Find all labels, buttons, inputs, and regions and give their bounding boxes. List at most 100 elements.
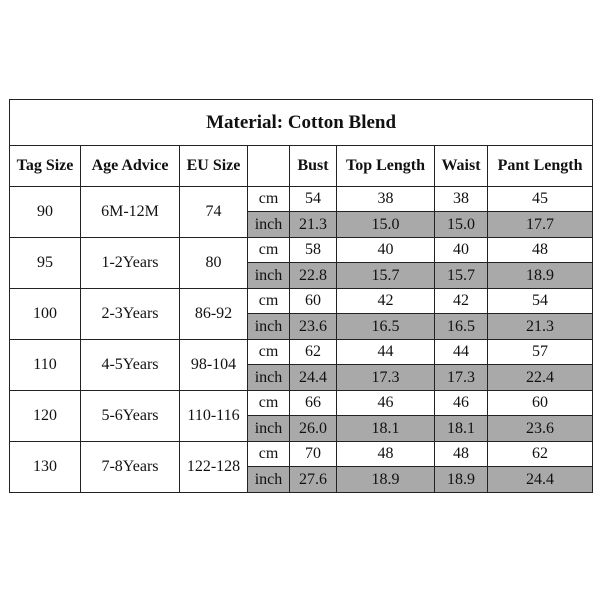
eu-size-cell: 98-104 bbox=[179, 339, 248, 391]
tag-size-cell: 120 bbox=[9, 390, 81, 442]
table-row: inch 21.3 15.0 15.0 17.7 bbox=[10, 211, 594, 238]
pant-length-cm-cell: 48 bbox=[486, 237, 594, 263]
tag-size-cell: 110 bbox=[9, 339, 81, 391]
waist-cm-cell: 42 bbox=[434, 288, 488, 314]
age-advice-cell: 4-5Years bbox=[80, 339, 180, 391]
unit-cm-cell: cm bbox=[247, 339, 290, 365]
eu-size-cell: 74 bbox=[179, 186, 248, 238]
waist-inch-cell: 16.5 bbox=[434, 313, 488, 340]
table-row: 100 2-3Years 86-92 cm 60 42 42 54 bbox=[9, 288, 594, 340]
bust-inch-cell: 22.8 bbox=[289, 262, 337, 289]
age-advice-cell: 2-3Years bbox=[80, 288, 180, 340]
table-row: inch 23.6 16.5 16.5 21.3 bbox=[10, 313, 594, 340]
waist-cm-cell: 40 bbox=[434, 237, 488, 263]
pant-length-inch-cell: 21.3 bbox=[486, 313, 594, 340]
top-length-inch-cell: 18.9 bbox=[336, 466, 435, 493]
header-age-advice: Age Advice bbox=[80, 145, 180, 187]
unit-inch-cell: inch bbox=[247, 313, 290, 340]
waist-inch-cell: 15.7 bbox=[434, 262, 488, 289]
top-length-cm-cell: 46 bbox=[336, 390, 435, 416]
bust-cm-cell: 58 bbox=[289, 237, 337, 263]
unit-cm-cell: cm bbox=[247, 441, 290, 467]
unit-cm-cell: cm bbox=[247, 237, 290, 263]
size-chart: Material: Cotton Blend Tag Size Age Advi… bbox=[8, 99, 594, 493]
unit-inch-cell: inch bbox=[247, 466, 290, 493]
table-row: inch 22.8 15.7 15.7 18.9 bbox=[10, 262, 594, 289]
eu-size-cell: 122-128 bbox=[179, 441, 248, 493]
waist-cm-cell: 38 bbox=[434, 186, 488, 212]
unit-cm-cell: cm bbox=[247, 390, 290, 416]
bust-cm-cell: 54 bbox=[289, 186, 337, 212]
table-row: inch 26.0 18.1 18.1 23.6 bbox=[10, 415, 594, 442]
eu-size-cell: 110-116 bbox=[179, 390, 248, 442]
size-table: Material: Cotton Blend Tag Size Age Advi… bbox=[8, 99, 594, 493]
unit-inch-cell: inch bbox=[247, 364, 290, 391]
title-row: Material: Cotton Blend bbox=[8, 99, 594, 146]
table-row: 110 4-5Years 98-104 cm 62 44 44 57 bbox=[9, 339, 594, 391]
pant-length-inch-cell: 24.4 bbox=[486, 466, 594, 493]
eu-size-cell: 80 bbox=[179, 237, 248, 289]
table-row: 130 7-8Years 122-128 cm 70 48 48 62 bbox=[9, 441, 594, 493]
pant-length-cm-cell: 54 bbox=[486, 288, 594, 314]
table-row: inch 24.4 17.3 17.3 22.4 bbox=[10, 364, 594, 391]
top-length-inch-cell: 16.5 bbox=[336, 313, 435, 340]
top-length-inch-cell: 15.0 bbox=[336, 211, 435, 238]
tag-size-cell: 90 bbox=[9, 186, 81, 238]
top-length-cm-cell: 40 bbox=[336, 237, 435, 263]
bust-inch-cell: 27.6 bbox=[289, 466, 337, 493]
pant-length-inch-cell: 22.4 bbox=[486, 364, 594, 391]
header-waist: Waist bbox=[434, 145, 488, 187]
waist-inch-cell: 15.0 bbox=[434, 211, 488, 238]
header-row: Tag Size Age Advice EU Size Bust Top Len… bbox=[9, 145, 594, 187]
bust-cm-cell: 66 bbox=[289, 390, 337, 416]
pant-length-cm-cell: 62 bbox=[486, 441, 594, 467]
tag-size-cell: 95 bbox=[9, 237, 81, 289]
bust-cm-cell: 62 bbox=[289, 339, 337, 365]
pant-length-cm-cell: 45 bbox=[486, 186, 594, 212]
pant-length-inch-cell: 23.6 bbox=[486, 415, 594, 442]
tag-size-cell: 130 bbox=[9, 441, 81, 493]
bust-inch-cell: 21.3 bbox=[289, 211, 337, 238]
header-bust: Bust bbox=[289, 145, 337, 187]
header-tag-size: Tag Size bbox=[9, 145, 81, 187]
top-length-cm-cell: 48 bbox=[336, 441, 435, 467]
waist-cm-cell: 48 bbox=[434, 441, 488, 467]
tag-size-cell: 100 bbox=[9, 288, 81, 340]
top-length-inch-cell: 18.1 bbox=[336, 415, 435, 442]
eu-size-cell: 86-92 bbox=[179, 288, 248, 340]
bust-cm-cell: 70 bbox=[289, 441, 337, 467]
header-eu-size: EU Size bbox=[179, 145, 248, 187]
top-length-inch-cell: 15.7 bbox=[336, 262, 435, 289]
pant-length-cm-cell: 60 bbox=[486, 390, 594, 416]
pant-length-cm-cell: 57 bbox=[486, 339, 594, 365]
table-row: 90 6M-12M 74 cm 54 38 38 45 bbox=[9, 186, 594, 238]
unit-cm-cell: cm bbox=[247, 186, 290, 212]
waist-inch-cell: 18.1 bbox=[434, 415, 488, 442]
table-row: inch 27.6 18.9 18.9 24.4 bbox=[10, 466, 594, 493]
age-advice-cell: 7-8Years bbox=[80, 441, 180, 493]
table-body: 90 6M-12M 74 cm 54 38 38 45 inch 21.3 15… bbox=[9, 186, 594, 493]
unit-inch-cell: inch bbox=[247, 415, 290, 442]
waist-inch-cell: 17.3 bbox=[434, 364, 488, 391]
table-row: 120 5-6Years 110-116 cm 66 46 46 60 bbox=[9, 390, 594, 442]
bust-inch-cell: 23.6 bbox=[289, 313, 337, 340]
bust-inch-cell: 26.0 bbox=[289, 415, 337, 442]
table-title: Material: Cotton Blend bbox=[8, 99, 594, 146]
unit-inch-cell: inch bbox=[247, 262, 290, 289]
pant-length-inch-cell: 17.7 bbox=[486, 211, 594, 238]
header-unit bbox=[247, 145, 290, 187]
age-advice-cell: 6M-12M bbox=[80, 186, 180, 238]
top-length-inch-cell: 17.3 bbox=[336, 364, 435, 391]
unit-cm-cell: cm bbox=[247, 288, 290, 314]
header-pant-length: Pant Length bbox=[486, 145, 594, 187]
table-row: 95 1-2Years 80 cm 58 40 40 48 bbox=[9, 237, 594, 289]
waist-cm-cell: 44 bbox=[434, 339, 488, 365]
unit-inch-cell: inch bbox=[247, 211, 290, 238]
top-length-cm-cell: 38 bbox=[336, 186, 435, 212]
waist-inch-cell: 18.9 bbox=[434, 466, 488, 493]
age-advice-cell: 5-6Years bbox=[80, 390, 180, 442]
pant-length-inch-cell: 18.9 bbox=[486, 262, 594, 289]
top-length-cm-cell: 44 bbox=[336, 339, 435, 365]
bust-inch-cell: 24.4 bbox=[289, 364, 337, 391]
bust-cm-cell: 60 bbox=[289, 288, 337, 314]
